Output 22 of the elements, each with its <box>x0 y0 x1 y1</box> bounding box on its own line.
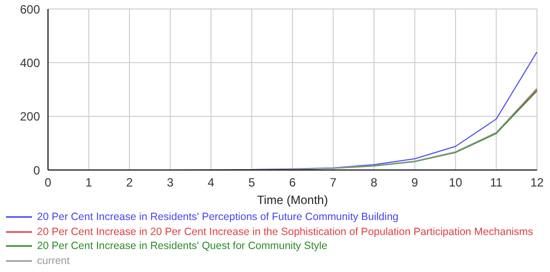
x-tick-label: 2 <box>126 176 134 190</box>
x-tick-label: 7 <box>330 176 337 190</box>
y-tick-label: 200 <box>20 110 40 124</box>
legend-label: current <box>37 254 70 268</box>
legend-label: 20 Per Cent Increase in 20 Per Cent Increase in the Sophistication of Population Participation Mechanisms <box>37 224 534 239</box>
x-tick-label: 5 <box>248 176 256 190</box>
x-tick-label: 8 <box>370 176 378 190</box>
x-tick-label: 6 <box>289 176 296 190</box>
x-tick-label: 12 <box>530 176 544 190</box>
legend-label: 20 Per Cent Increase in Residents' Perceptions of Future Community Building <box>37 210 399 224</box>
y-tick-label: 400 <box>20 56 40 70</box>
x-tick-label: 9 <box>411 176 418 190</box>
legend-label: 20 Per Cent Increase in Residents' Quest for Community Style <box>37 239 328 254</box>
x-tick-label: 10 <box>448 176 462 190</box>
x-axis-title: Time (Month) <box>257 193 328 207</box>
y-tick-label: 600 <box>20 2 40 16</box>
y-tick-label: 0 <box>33 163 40 178</box>
x-tick-label: 4 <box>208 176 215 190</box>
x-tick-label: 0 <box>44 176 52 190</box>
x-tick-label: 3 <box>166 176 174 190</box>
x-tick-label: 1 <box>85 176 92 190</box>
x-tick-label: 11 <box>490 176 503 190</box>
